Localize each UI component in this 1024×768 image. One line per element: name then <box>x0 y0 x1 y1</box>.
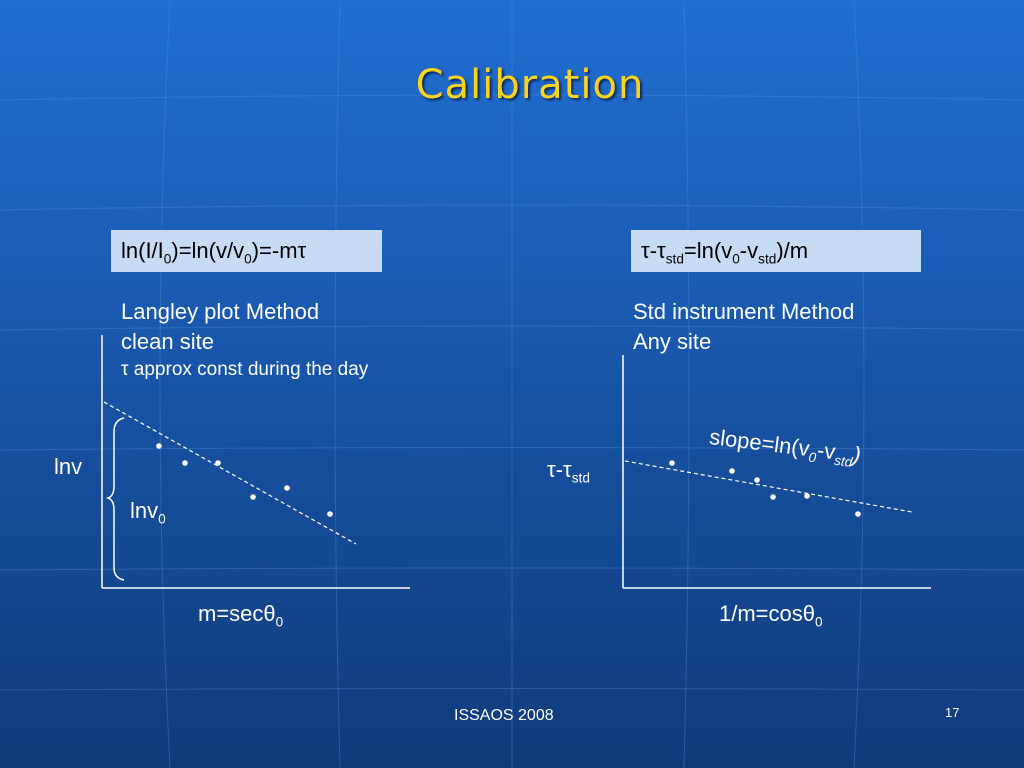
left-brace <box>105 417 125 581</box>
data-point <box>729 468 735 474</box>
left-y-label: lnv <box>54 454 83 479</box>
formula-text: -v <box>739 238 759 263</box>
std-instrument-description: Std instrument Method Any site <box>633 297 854 357</box>
data-point <box>327 511 333 517</box>
method-name: Langley plot Method <box>121 299 320 324</box>
note-text: approx const during the day <box>133 359 369 380</box>
tau-symbol: τ <box>563 457 572 482</box>
data-point <box>804 493 810 499</box>
page-number: 17 <box>945 705 960 720</box>
assumption-note: τ approx const during the day <box>121 357 368 383</box>
x-label-text: 1/m=cosθ <box>719 601 815 626</box>
formula-sub: 0 <box>732 251 740 267</box>
tau-symbol: τ <box>547 457 556 482</box>
method-name: Std instrument Method <box>633 299 855 324</box>
x-label-text: m=secθ <box>198 601 276 626</box>
site-condition: Any site <box>633 329 712 354</box>
y-label-dash: - <box>555 457 564 482</box>
site-condition: clean site <box>121 329 214 354</box>
formula-sub: std <box>665 251 684 267</box>
right-x-label: 1/m=cosθ0 <box>719 601 823 629</box>
formula-text: )/m <box>776 238 809 263</box>
tau-symbol: τ <box>657 238 666 263</box>
std-fit-line <box>624 460 913 513</box>
data-point <box>215 460 221 466</box>
data-point <box>250 494 256 500</box>
intercept-label: lnv0 <box>130 498 166 526</box>
x-label-sub: 0 <box>275 614 284 630</box>
tau-symbol: τ <box>641 238 650 263</box>
left-x-label: m=secθ0 <box>198 601 283 629</box>
formula-sub: 0 <box>163 251 172 267</box>
formula-text: - <box>649 238 658 263</box>
formula-text: )=-m <box>251 238 298 263</box>
data-point <box>156 443 162 449</box>
langley-description: Langley plot Method clean site τ approx … <box>121 297 368 383</box>
langley-formula-box: ln(I/I0)=ln(v/v0)=-mτ <box>111 230 382 272</box>
formula-sub: std <box>758 251 777 267</box>
data-point <box>754 477 760 483</box>
data-point <box>284 485 290 491</box>
tau-symbol: τ <box>121 359 129 380</box>
formula-text: ln(I/I <box>121 238 164 263</box>
data-point <box>770 494 776 500</box>
langley-fit-line <box>103 401 357 545</box>
data-point <box>182 460 188 466</box>
footer-text: ISSAOS 2008 <box>454 707 554 724</box>
x-label-sub: 0 <box>815 614 823 630</box>
tau-symbol: τ <box>297 238 307 263</box>
data-point <box>669 460 675 466</box>
data-point <box>855 511 861 517</box>
formula-text: =ln(v <box>683 238 733 263</box>
y-label-sub: std <box>571 470 590 486</box>
right-y-label: τ-τstd <box>547 457 590 485</box>
intercept-sub: 0 <box>158 511 166 527</box>
std-instrument-formula-box: τ-τstd=ln(v0-vstd)/m <box>631 230 921 272</box>
formula-sub: 0 <box>244 251 252 267</box>
formula-text: )=ln(v/v <box>171 238 245 263</box>
slide-title: Calibration <box>415 62 645 108</box>
intercept-text: lnv <box>130 498 159 523</box>
slope-sub: std <box>833 452 854 470</box>
